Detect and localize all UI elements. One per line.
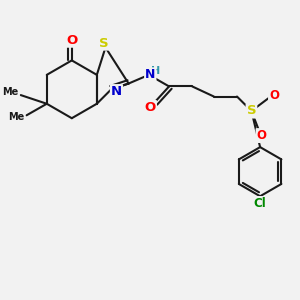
- Text: O: O: [269, 88, 279, 102]
- Text: Me: Me: [8, 112, 25, 122]
- Text: S: S: [99, 37, 109, 50]
- Text: O: O: [256, 129, 267, 142]
- Text: N: N: [111, 85, 122, 98]
- Text: S: S: [247, 104, 256, 118]
- Text: Cl: Cl: [254, 197, 266, 210]
- Text: N: N: [145, 68, 155, 81]
- Text: H: H: [151, 66, 160, 76]
- Text: O: O: [66, 34, 77, 47]
- Text: O: O: [145, 101, 156, 114]
- Text: Me: Me: [2, 87, 19, 97]
